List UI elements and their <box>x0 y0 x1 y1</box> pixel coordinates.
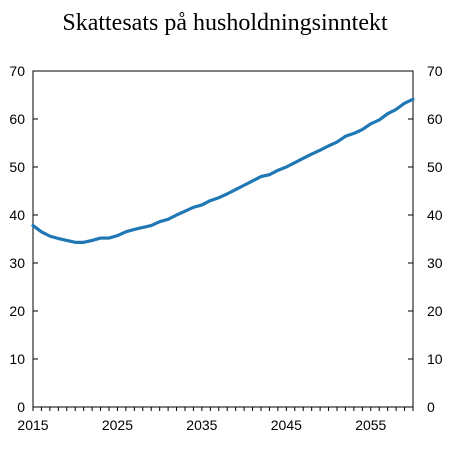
x-tick-label: 2055 <box>355 417 386 433</box>
left-y-tick-label: 0 <box>17 399 25 415</box>
left-y-tick-label: 20 <box>9 303 25 319</box>
left-y-tick-label: 10 <box>9 351 25 367</box>
right-y-axis: 0 10 20 30 40 50 60 70 <box>408 63 443 415</box>
series-line <box>31 97 415 244</box>
right-y-tick-label: 60 <box>427 111 443 127</box>
right-y-tick-label: 30 <box>427 255 443 271</box>
chart-title: Skattesats på husholdningsinntekt <box>62 10 388 36</box>
x-tick-label: 2015 <box>17 417 48 433</box>
right-y-tick-label: 70 <box>427 63 443 79</box>
left-y-tick-label: 30 <box>9 255 25 271</box>
plot-frame <box>32 70 414 408</box>
left-y-tick-label: 60 <box>9 111 25 127</box>
right-y-tick-label: 50 <box>427 159 443 175</box>
left-y-axis: 0 10 20 30 40 50 60 70 <box>9 63 38 415</box>
left-y-tick-label: 40 <box>9 207 25 223</box>
left-y-tick-label: 50 <box>9 159 25 175</box>
x-tick-label: 2025 <box>102 417 133 433</box>
left-y-tick-label: 70 <box>9 63 25 79</box>
x-axis: 2015 2025 2035 2045 2055 <box>17 407 414 433</box>
right-y-tick-label: 20 <box>427 303 443 319</box>
plot-border <box>32 70 414 408</box>
right-y-tick-label: 40 <box>427 207 443 223</box>
x-tick-label: 2045 <box>271 417 302 433</box>
right-y-tick-label: 10 <box>427 351 443 367</box>
x-tick-label: 2035 <box>186 417 217 433</box>
series-group <box>31 97 415 244</box>
right-y-tick-label: 0 <box>427 399 435 415</box>
